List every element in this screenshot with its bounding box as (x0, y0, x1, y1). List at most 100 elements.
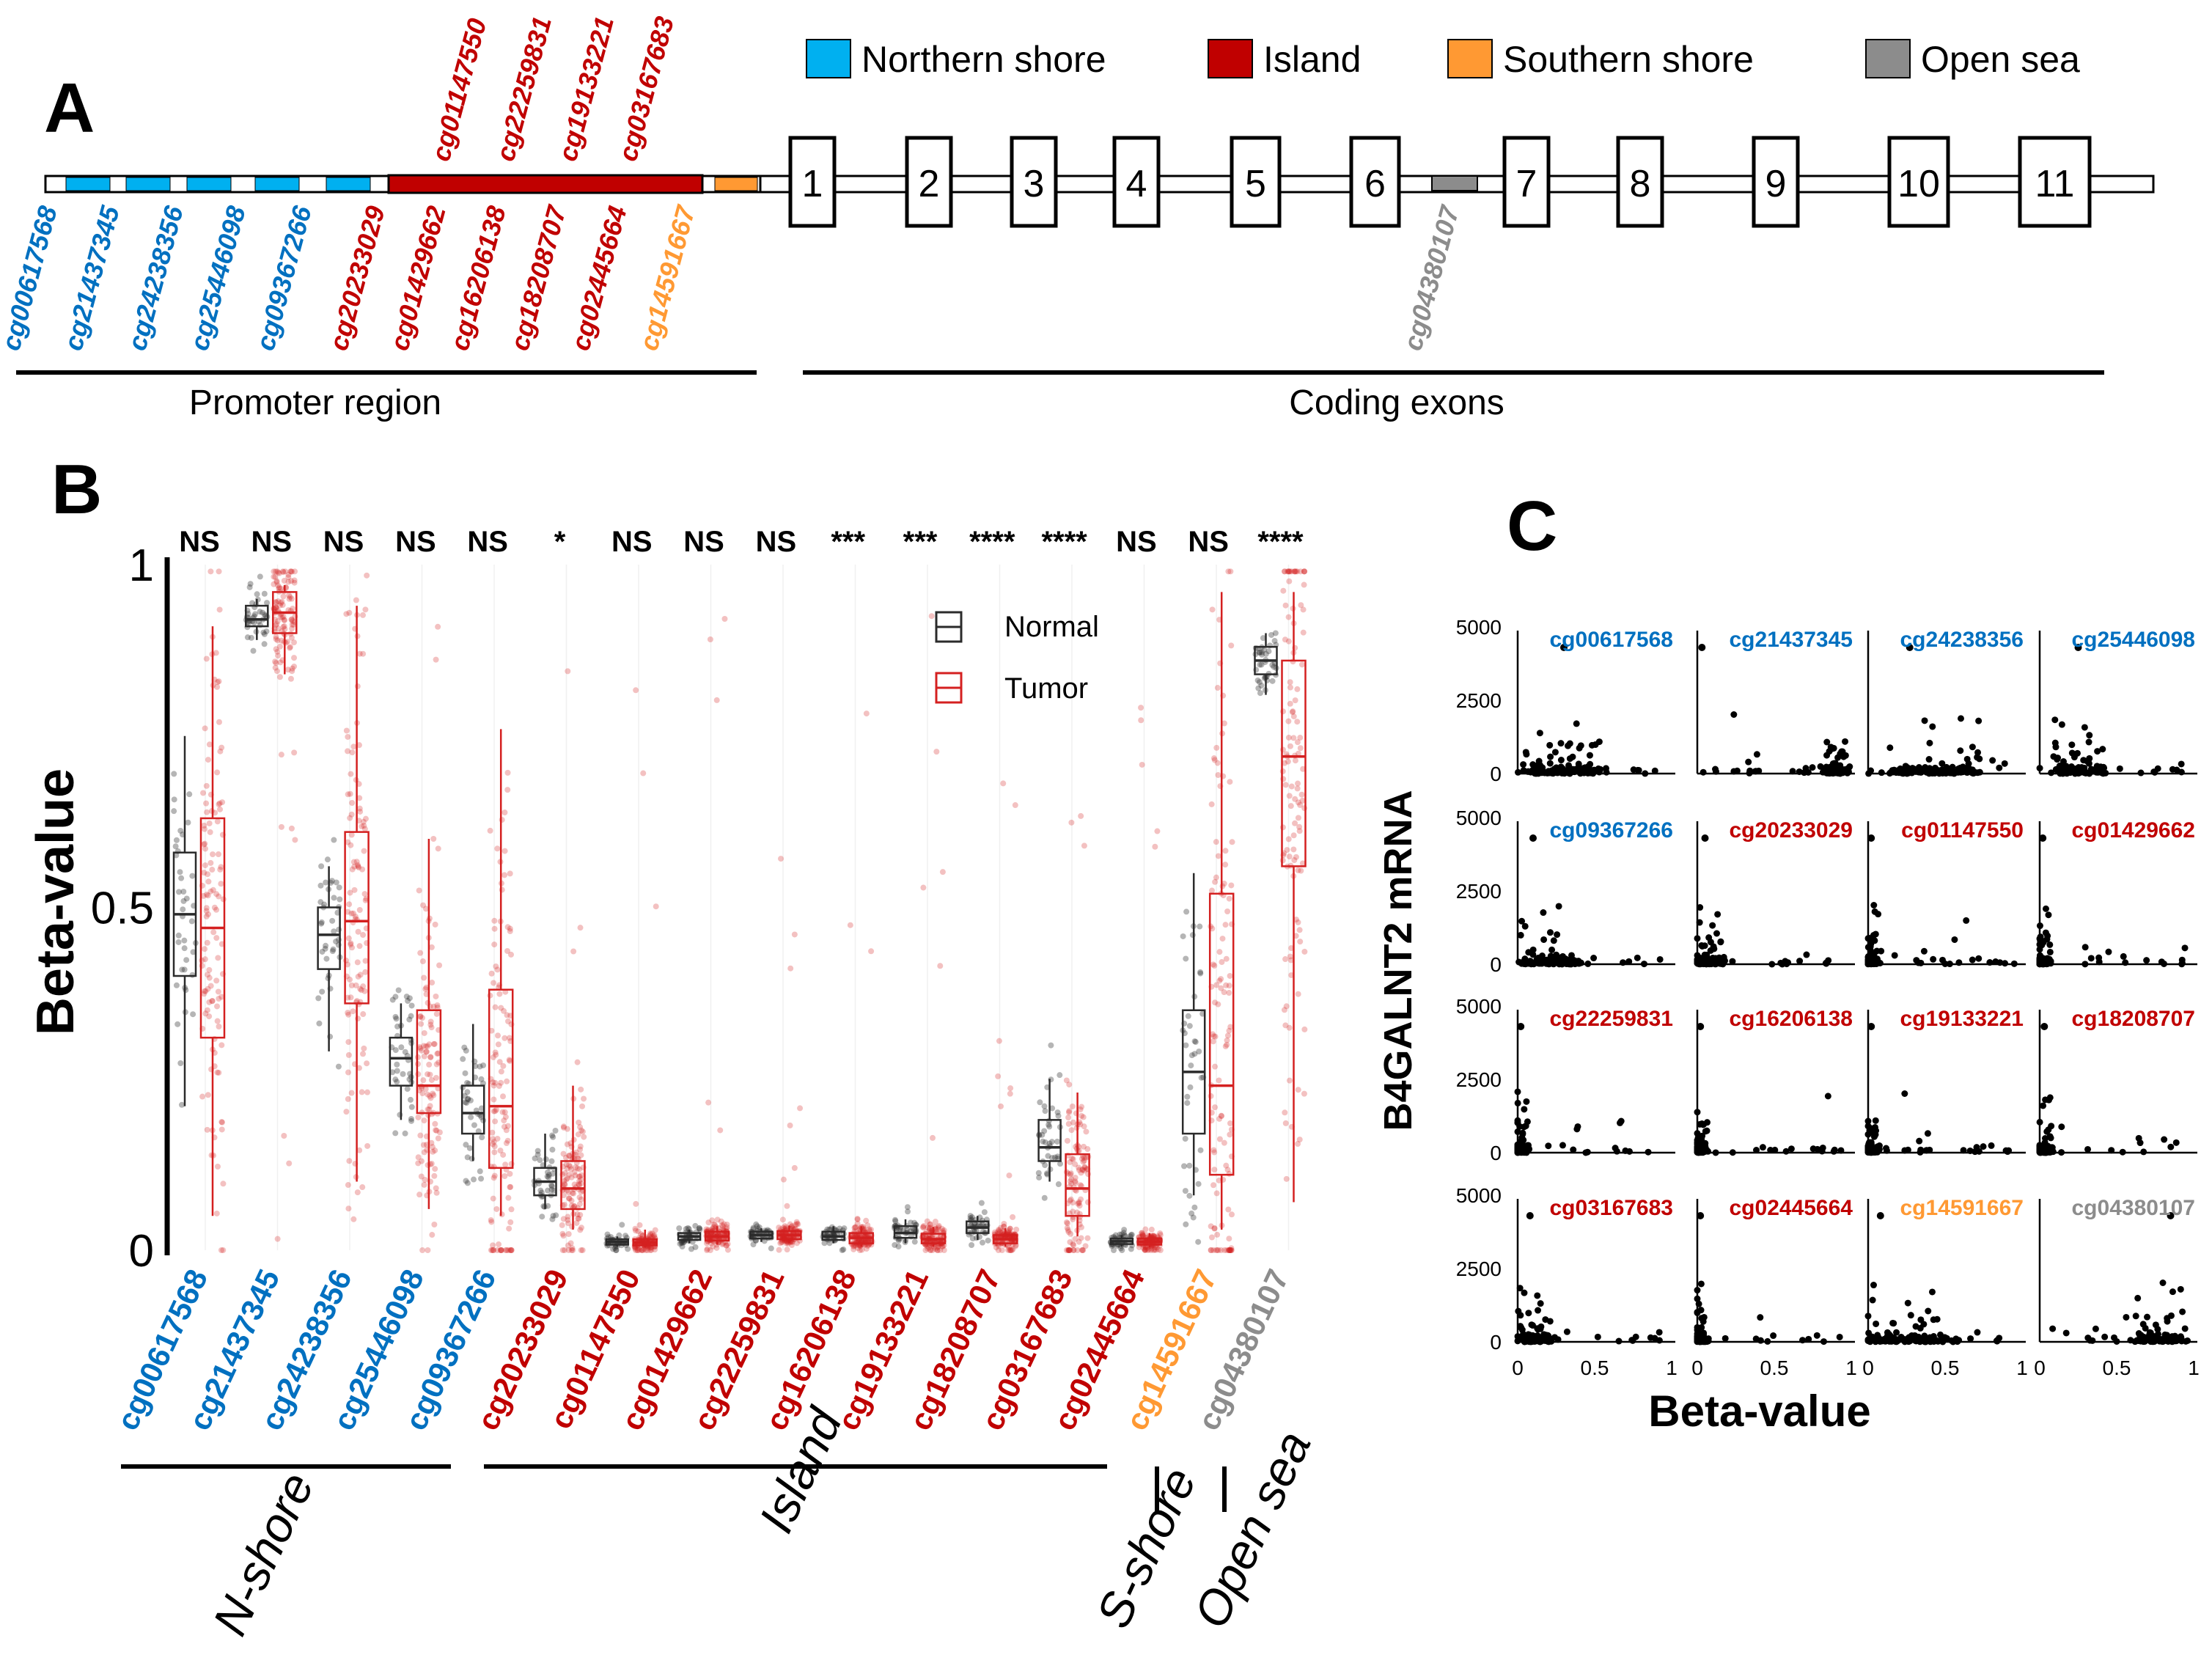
data-point (205, 757, 211, 763)
data-point (277, 659, 284, 666)
data-point (1083, 1128, 1090, 1135)
data-point (421, 1181, 427, 1188)
data-point (214, 818, 221, 825)
significance-label: NS (395, 526, 436, 558)
data-point (1285, 568, 1291, 575)
data-point (980, 1221, 986, 1227)
data-point (1282, 602, 1289, 609)
data-point (1745, 758, 1752, 766)
data-point (1213, 1190, 1220, 1197)
data-point (433, 1127, 440, 1134)
significance-label: * (554, 526, 566, 558)
data-point (1224, 908, 1231, 915)
data-point (1182, 1136, 1188, 1142)
data-point (433, 1010, 440, 1017)
data-point (504, 1137, 511, 1144)
data-point (408, 1013, 414, 1019)
data-point (1969, 744, 1976, 751)
data-point (864, 1222, 871, 1229)
data-point (2169, 766, 2176, 773)
data-point (1700, 768, 1707, 776)
data-point (1208, 1093, 1214, 1099)
data-point (714, 1216, 721, 1223)
data-point (692, 1222, 699, 1229)
panel-c-label: C (1507, 487, 1557, 565)
data-point (171, 796, 177, 803)
data-point (185, 819, 191, 826)
data-point (1887, 768, 1895, 776)
data-point (477, 1168, 483, 1175)
data-point (433, 1185, 439, 1192)
data-point (1867, 1139, 1874, 1147)
data-point (218, 1119, 225, 1126)
data-point (1288, 783, 1295, 790)
data-point (281, 1133, 287, 1139)
data-point (284, 639, 291, 645)
data-point (207, 888, 214, 895)
data-point (360, 1051, 367, 1057)
data-point (348, 910, 355, 917)
data-point (423, 906, 430, 912)
data-point (560, 1124, 567, 1131)
data-point (205, 985, 211, 992)
data-point (1555, 903, 1562, 910)
n-shore-segment (65, 177, 111, 191)
data-point (289, 618, 295, 625)
data-point (275, 598, 282, 605)
data-point (508, 1247, 515, 1253)
data-point (632, 1245, 639, 1252)
data-point (466, 1145, 473, 1151)
data-point (1974, 754, 1981, 761)
data-point (1186, 1023, 1193, 1029)
data-point (1007, 1247, 1014, 1253)
data-point (1286, 1077, 1293, 1084)
data-point (1782, 1148, 1790, 1155)
data-point (1072, 1236, 1079, 1242)
data-point (430, 1040, 437, 1047)
data-point (356, 943, 363, 950)
data-point (343, 727, 350, 734)
data-point (1559, 1142, 1566, 1149)
data-point (463, 1142, 469, 1148)
scatter-subplot-cg25446098: cg25446098 (2036, 628, 2197, 777)
data-point (1195, 1181, 1202, 1187)
data-point (201, 822, 207, 829)
data-point (345, 1182, 351, 1189)
data-point (1955, 959, 1963, 966)
data-point (420, 902, 427, 908)
box-tumor (488, 988, 514, 1170)
data-point (969, 1241, 975, 1248)
data-point (406, 995, 413, 1002)
data-point (498, 1079, 504, 1086)
data-point (892, 1218, 899, 1225)
data-point (1939, 956, 1947, 963)
data-point (216, 568, 222, 575)
data-point (1709, 922, 1716, 929)
data-point (576, 1181, 582, 1188)
data-point (776, 1225, 782, 1231)
data-point (644, 1247, 651, 1253)
data-point (566, 1153, 573, 1159)
data-point (564, 1141, 570, 1148)
data-point (642, 1247, 649, 1253)
data-point (415, 1114, 422, 1120)
data-point (273, 621, 280, 628)
data-point (279, 602, 286, 609)
subplot-title: cg02445664 (1730, 1196, 1853, 1220)
data-point (389, 1069, 396, 1076)
data-point (478, 1076, 485, 1082)
data-point (1871, 959, 1878, 966)
data-point (1078, 1224, 1084, 1230)
data-point (571, 1169, 578, 1175)
data-point (288, 825, 295, 832)
data-point (353, 859, 360, 865)
data-point (434, 1051, 441, 1057)
data-point (1518, 917, 1526, 925)
data-point (708, 1240, 715, 1247)
data-point (1988, 1142, 1995, 1149)
data-point (1219, 936, 1226, 942)
data-point (1588, 741, 1595, 749)
data-point (174, 1021, 181, 1027)
